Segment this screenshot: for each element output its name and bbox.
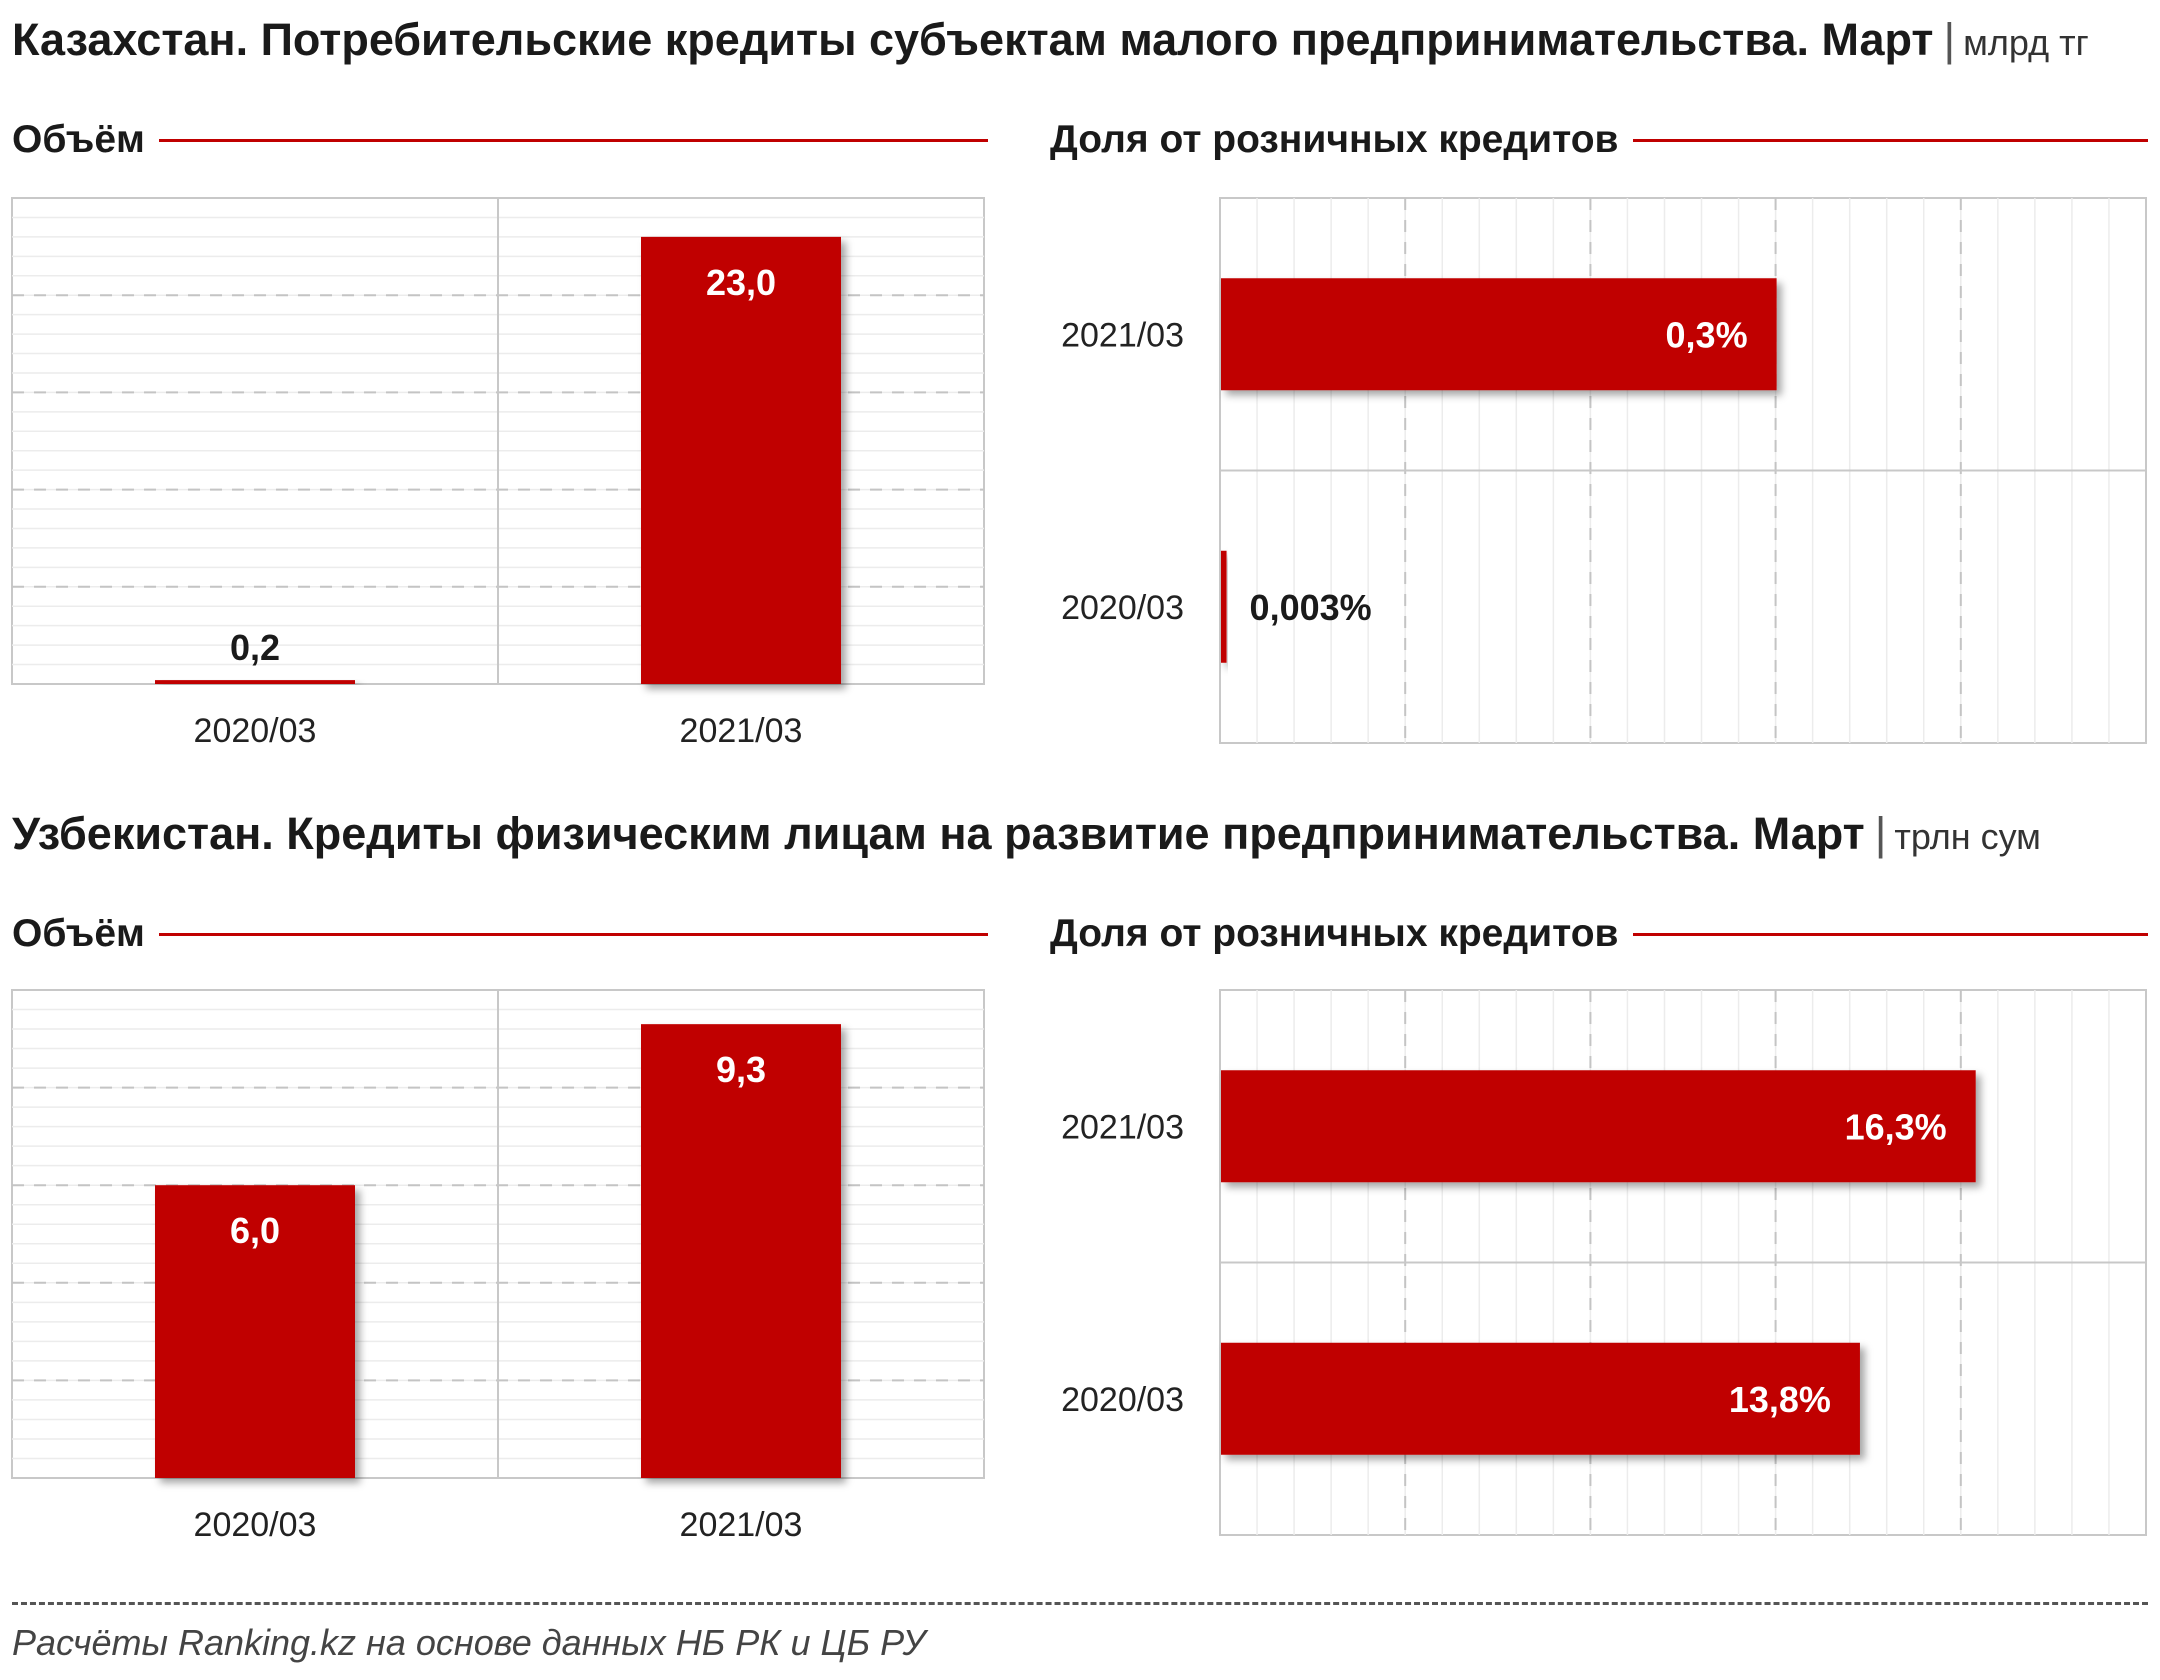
- charts-canvas: 0,2 2020/03 23,0 2021/03 0,3% 2021/03 0,003% 20…: [11, 197, 2147, 1544]
- chart-title-kz: Казахстан. Потребительские кредиты субъе…: [12, 14, 2089, 65]
- bar: [641, 236, 841, 684]
- data-label: 13,8%: [1729, 1379, 1831, 1420]
- tick-label: 2020/03: [194, 712, 317, 750]
- section-share-kz-label: Доля от розничных кредитов: [1050, 118, 1619, 161]
- title-kz-text: Казахстан. Потребительские кредиты субъе…: [12, 14, 1934, 65]
- data-label: 16,3%: [1845, 1106, 1947, 1147]
- tick-label: 2020/03: [1061, 589, 1184, 627]
- bar: [155, 680, 355, 684]
- title-uz-text: Узбекистан. Кредиты физическим лицам на …: [12, 808, 1865, 859]
- section-rule: [158, 932, 988, 936]
- bar: [1221, 1070, 1976, 1183]
- section-volume-uz: Объём: [12, 912, 988, 956]
- section-share-uz: Доля от розничных кредитов: [1050, 912, 2148, 956]
- tick-label: 2021/03: [1061, 316, 1184, 354]
- tick-label: 2020/03: [194, 1506, 317, 1544]
- data-label: 0,3%: [1666, 314, 1748, 355]
- section-volume-kz-label: Объём: [12, 118, 145, 161]
- tick-label: 2021/03: [1061, 1108, 1184, 1146]
- section-rule: [158, 138, 988, 142]
- data-label: 0,003%: [1250, 587, 1372, 628]
- section-volume-kz: Объём: [12, 118, 988, 162]
- section-share-uz-label: Доля от розничных кредитов: [1050, 912, 1619, 955]
- section-rule: [1632, 138, 2148, 142]
- tick-label: 2021/03: [680, 1506, 803, 1544]
- bar: [641, 1024, 841, 1478]
- bar: [1221, 278, 1777, 391]
- chart-title-uz: Узбекистан. Кредиты физическим лицам на …: [12, 808, 2041, 859]
- section-share-kz: Доля от розничных кредитов: [1050, 118, 2148, 162]
- data-label: 9,3: [716, 1049, 766, 1090]
- source-note: Расчёты Ranking.kz на основе данных НБ Р…: [12, 1622, 926, 1663]
- unit-uz: трлн сум: [1894, 816, 2041, 857]
- footer-divider: [12, 1602, 2148, 1605]
- data-label: 0,2: [230, 627, 280, 668]
- data-label: 6,0: [230, 1210, 280, 1251]
- unit-kz: млрд тг: [1963, 22, 2089, 63]
- bar: [1221, 550, 1227, 663]
- data-label: 23,0: [706, 262, 776, 303]
- tick-label: 2020/03: [1061, 1381, 1184, 1419]
- bar: [1221, 1342, 1860, 1455]
- tick-label: 2021/03: [680, 712, 803, 750]
- bar: [155, 1185, 355, 1478]
- section-volume-uz-label: Объём: [12, 912, 145, 955]
- section-rule: [1632, 932, 2148, 936]
